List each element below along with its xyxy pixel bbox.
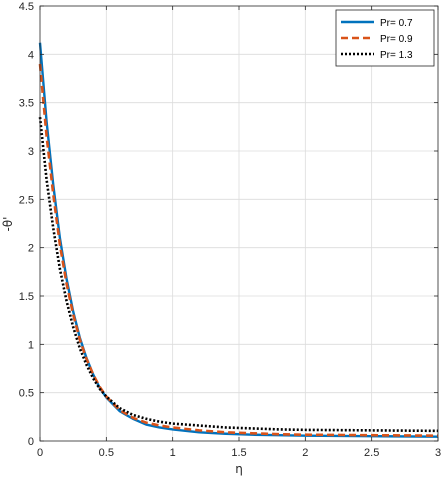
- x-tick-label: 1: [170, 447, 176, 459]
- x-tick-label: 2.5: [364, 447, 379, 459]
- y-tick-label: 1.5: [19, 291, 34, 303]
- x-tick-label: 0.5: [99, 447, 114, 459]
- legend-label-1: Pr= 0.7: [380, 18, 413, 29]
- x-axis-label: η: [235, 462, 243, 476]
- series-line-2: [38, 63, 439, 437]
- x-tick-label: 0: [37, 447, 43, 459]
- legend-label-3: Pr= 1.3: [380, 50, 413, 61]
- legend: Pr= 0.7 Pr= 0.9 Pr= 1.3: [335, 9, 435, 67]
- y-tick-label: 0.5: [19, 388, 34, 400]
- legend-label-2: Pr= 0.9: [380, 34, 413, 45]
- axis-ticks: 0 0.5 1 1.5 2 2.5 3 0 0.5 1 1.5 2 2.5 3 3.5 4 4.5: [19, 1, 441, 459]
- x-tick-label: 3: [435, 447, 441, 459]
- y-tick-label: 2: [28, 243, 34, 255]
- series-lines: [38, 42, 439, 438]
- y-tick-label: 3: [28, 146, 34, 158]
- y-tick-label: 1: [28, 339, 34, 351]
- y-axis-label: -θ': [1, 217, 15, 232]
- x-tick-label: 1.5: [231, 447, 246, 459]
- y-tick-label: 2.5: [19, 194, 34, 206]
- y-tick-label: 3.5: [19, 98, 34, 110]
- x-tick-label: 2: [302, 447, 308, 459]
- y-tick-label: 4.5: [19, 1, 34, 13]
- series-line-3: [38, 117, 439, 433]
- y-tick-label: 4: [28, 49, 34, 61]
- grid-lines: [40, 6, 438, 441]
- y-tick-label: 0: [28, 436, 34, 448]
